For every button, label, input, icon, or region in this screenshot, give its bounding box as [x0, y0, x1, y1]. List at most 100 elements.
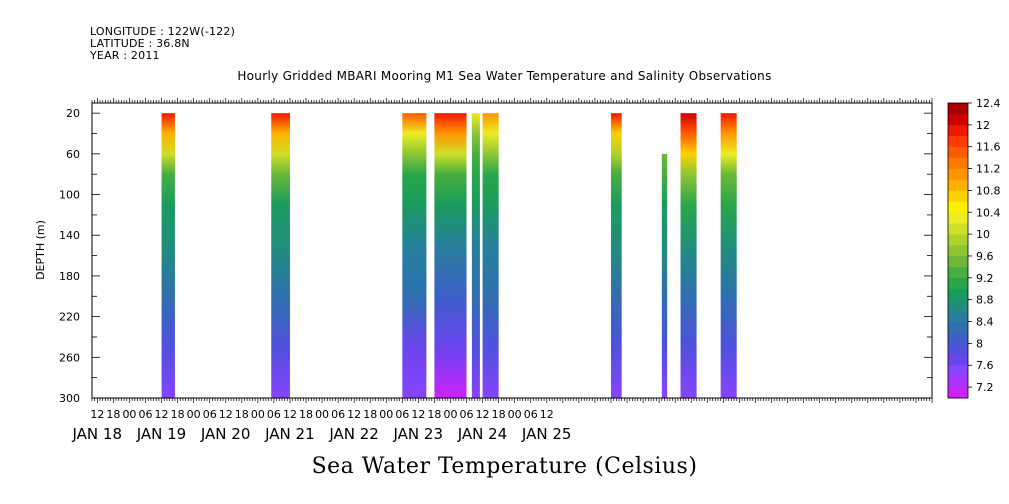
- year-label: YEAR : 2011: [90, 49, 160, 62]
- colorbar-swatch: [948, 332, 968, 344]
- profile-column: [661, 153, 668, 398]
- x-hour-tick-label: 00: [443, 408, 457, 421]
- x-hour-tick-label: 12: [347, 408, 361, 421]
- x-hour-tick-label: 00: [508, 408, 522, 421]
- x-date-label: JAN 21: [264, 425, 315, 443]
- profile-column: [610, 113, 622, 398]
- colorbar-swatch: [948, 354, 968, 366]
- x-hour-tick-label: 00: [379, 408, 393, 421]
- x-date-label: JAN 25: [521, 425, 572, 443]
- colorbar-swatch: [948, 310, 968, 322]
- x-hour-tick-label: 12: [155, 408, 169, 421]
- colorbar-label: 9.6: [976, 250, 994, 263]
- colorbar-swatch: [948, 277, 968, 290]
- colorbar-swatch: [948, 376, 968, 388]
- x-hour-tick-label: 18: [492, 408, 506, 421]
- colorbar: 7.2 7.6 8 8.4 8.8 9.2 9.6 10 10.4 10.8 11.2 11.6 12 1…: [947, 97, 1001, 399]
- x-hour-tick-label: 18: [106, 408, 120, 421]
- x-date-label: JAN 24: [457, 425, 508, 443]
- y-tick-label: 300: [59, 392, 80, 405]
- x-date-label: JAN 18: [71, 425, 122, 443]
- colorbar-swatch: [948, 201, 968, 213]
- colorbar-swatch: [948, 124, 968, 137]
- x-hour-tick-label: 18: [171, 408, 185, 421]
- colorbar-swatch: [948, 113, 968, 126]
- colorbar-frame: [947, 102, 969, 399]
- y-axis-label: DEPTH (m): [34, 220, 47, 280]
- colorbar-swatch: [948, 321, 968, 333]
- x-date-label: JAN 19: [136, 425, 187, 443]
- x-hour-tick-label: 06: [524, 408, 538, 421]
- colorbar-swatch: [948, 146, 968, 158]
- colorbar-swatch: [948, 288, 968, 300]
- x-hour-tick-label: 12: [476, 408, 490, 421]
- colorbar-swatch: [948, 168, 968, 180]
- x-hour-tick-label: 18: [363, 408, 377, 421]
- colorbar-swatch: [948, 103, 968, 115]
- colorbar-label: 7.6: [976, 359, 994, 372]
- y-tick-label: 60: [66, 148, 80, 161]
- axes-layer: 12 18 00 06 12 18 00 06 12 18 00 06 12 18 00 06 12 18 00 06…: [59, 98, 933, 443]
- profile-column: [720, 113, 737, 398]
- colorbar-swatch: [948, 365, 968, 377]
- y-tick-label: 20: [66, 107, 80, 120]
- x-hour-tick-label: 12: [90, 408, 104, 421]
- colorbar-swatch: [948, 179, 968, 191]
- colorbar-swatch: [948, 190, 968, 202]
- chart-title: Hourly Gridded MBARI Mooring M1 Sea Wate…: [237, 69, 772, 83]
- colorbar-label: 12.4: [976, 97, 1001, 110]
- colorbar-label: 8: [976, 337, 983, 350]
- x-hour-tick-label: 18: [235, 408, 249, 421]
- colorbar-label: 9.2: [976, 272, 994, 285]
- colorbar-swatch: [948, 299, 968, 311]
- y-tick-label: 180: [59, 270, 80, 283]
- colorbar-swatch: [948, 234, 968, 246]
- colorbar-swatch: [948, 157, 968, 169]
- x-date-label: JAN 20: [200, 425, 251, 443]
- colorbar-swatch: [948, 255, 968, 268]
- x-hour-tick-label: 00: [251, 408, 265, 421]
- colorbar-label: 7.2: [976, 381, 994, 394]
- profile-column: [271, 113, 290, 398]
- colorbar-swatch: [948, 223, 968, 235]
- colorbar-swatch: [948, 245, 968, 257]
- profile-column: [680, 113, 697, 398]
- x-hour-tick-label: 00: [187, 408, 201, 421]
- profile-column: [471, 113, 480, 398]
- x-hour-tick-label: 12: [219, 408, 233, 421]
- x-hour-tick-label: 06: [331, 408, 345, 421]
- x-hour-tick-label: 00: [122, 408, 136, 421]
- x-hour-tick-label: 06: [139, 408, 153, 421]
- x-hour-tick-label: 18: [427, 408, 441, 421]
- profile-column: [482, 113, 499, 398]
- colorbar-swatch: [948, 387, 968, 399]
- colorbar-label: 10.4: [976, 206, 1001, 219]
- profile-column: [402, 113, 427, 398]
- colorbar-label: 8.4: [976, 316, 994, 329]
- y-tick-label: 260: [59, 351, 80, 364]
- y-tick-label: 220: [59, 311, 80, 324]
- x-hour-tick-label: 12: [411, 408, 425, 421]
- colorbar-label: 12: [976, 119, 990, 132]
- x-hour-tick-label: 12: [540, 408, 554, 421]
- colorbar-swatch: [948, 343, 968, 355]
- colorbar-label: 8.8: [976, 294, 994, 307]
- x-hour-tick-label: 12: [283, 408, 297, 421]
- plot-frame: [91, 102, 933, 399]
- longitude-label: LONGITUDE : 122W(-122): [90, 25, 236, 38]
- colorbar-label: 11.2: [976, 163, 1001, 176]
- colorbar-swatch: [948, 212, 968, 224]
- x-hour-tick-label: 18: [299, 408, 313, 421]
- x-hour-tick-label: 00: [315, 408, 329, 421]
- colorbar-label: 10.8: [976, 184, 1001, 197]
- colorbar-swatch: [948, 135, 968, 148]
- x-hour-tick-label: 06: [203, 408, 217, 421]
- y-tick-label: 100: [59, 189, 80, 202]
- colorbar-swatch: [948, 266, 968, 279]
- profile-column: [161, 113, 175, 398]
- x-date-label: JAN 22: [328, 425, 379, 443]
- profile-column: [434, 113, 467, 398]
- x-hour-tick-label: 06: [395, 408, 409, 421]
- colorbar-label: 11.6: [976, 141, 1001, 154]
